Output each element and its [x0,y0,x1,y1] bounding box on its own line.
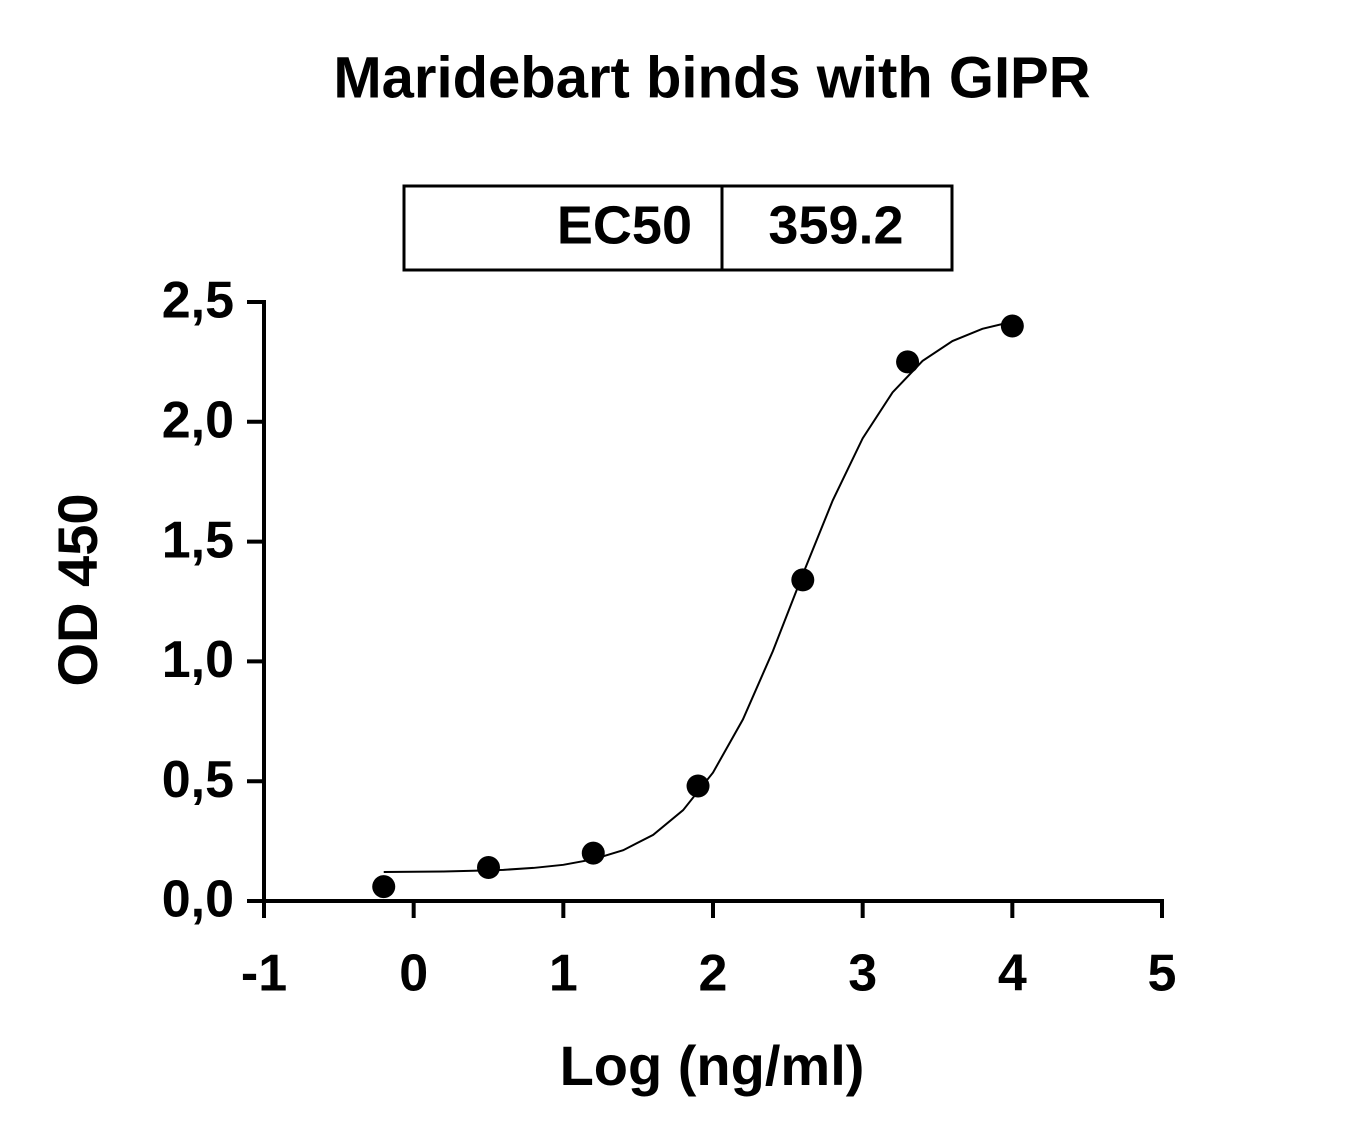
data-point [1000,314,1024,338]
data-point [686,774,710,798]
x-tick-label: 2 [699,945,728,1003]
ec50-box [402,184,954,272]
y-tick-label: 1,0 [162,631,234,689]
data-point [896,350,920,374]
y-axis-label: OD 450 [46,494,109,687]
ec50-value: 359.2 [768,195,903,255]
data-point [372,875,396,899]
y-tick-label: 2,5 [162,272,234,330]
x-tick-label: 5 [1148,945,1177,1003]
data-point [581,841,605,865]
x-tick-label: 1 [549,945,578,1003]
ec50-label: EC50 [557,195,692,255]
x-tick-label: 3 [848,945,877,1003]
y-tick-label: 1,5 [162,511,234,569]
data-point [477,855,500,879]
data-point [791,568,815,592]
x-tick-label: 0 [399,945,428,1003]
x-tick-label: -1 [241,945,287,1003]
y-tick-label: 0,5 [162,751,234,809]
x-axis-label: Log (ng/ml) [560,1034,865,1097]
x-tick-label: 4 [998,945,1027,1003]
y-tick-label: 0,0 [162,871,234,929]
chart-title: Maridebart binds with GIPR [333,45,1090,110]
y-tick-label: 2,0 [162,392,234,450]
